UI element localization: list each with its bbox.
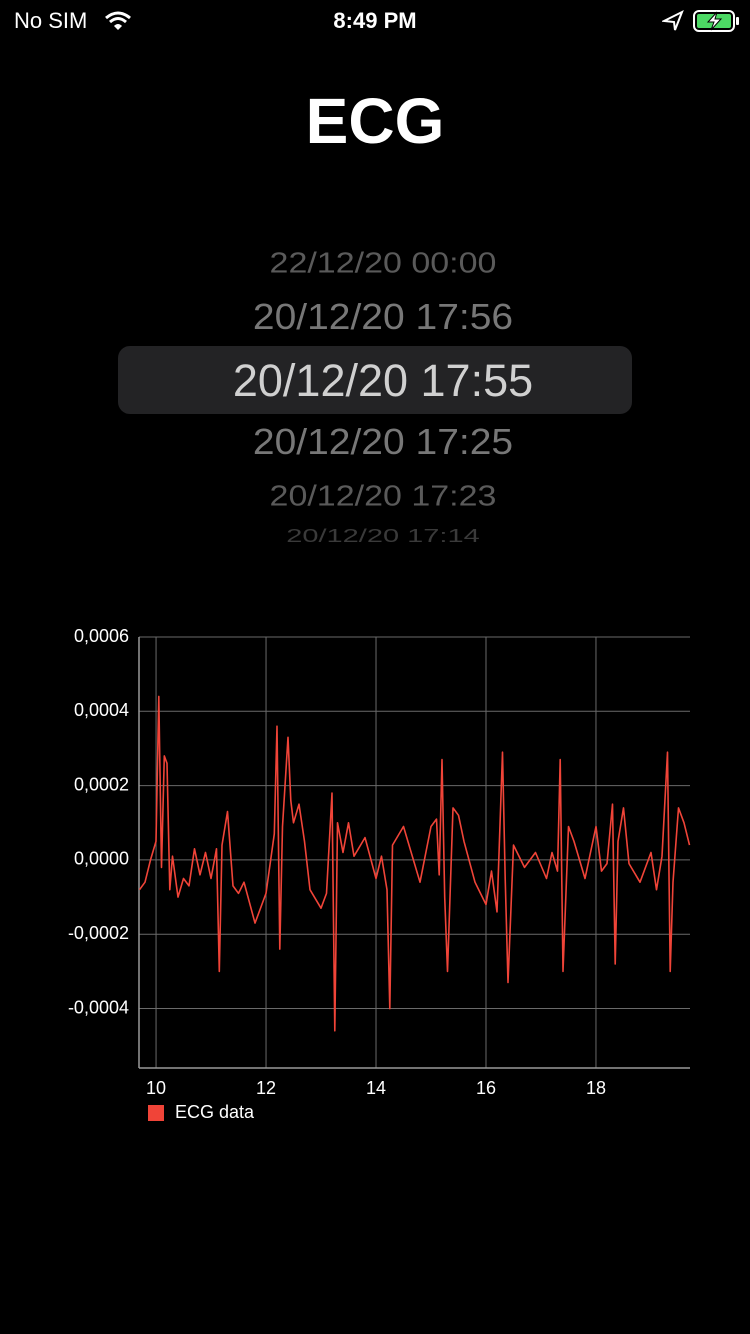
legend-swatch — [148, 1105, 164, 1121]
page-title: ECG — [305, 85, 445, 157]
status-icons — [662, 9, 739, 32]
picker-selection — [118, 346, 632, 414]
y-tick-label: 0,0004 — [74, 700, 129, 720]
x-tick-label: 10 — [146, 1078, 166, 1098]
x-tick-label: 18 — [586, 1078, 606, 1098]
picker-item[interactable]: 22/12/20 00:00 — [269, 246, 497, 280]
y-tick-label: 0,0000 — [74, 849, 129, 869]
y-tick-label: 0,0002 — [74, 774, 129, 794]
x-tick-label: 16 — [476, 1078, 496, 1098]
y-tick-label: 0,0006 — [74, 626, 129, 646]
picker-item[interactable]: 20/12/20 17:23 — [269, 479, 497, 513]
legend-label: ECG data — [175, 1102, 255, 1122]
x-tick-label: 14 — [366, 1078, 386, 1098]
picker-item[interactable]: 20/12/20 17:55 — [232, 355, 534, 406]
wifi-icon — [105, 11, 131, 30]
carrier: No SIM — [14, 8, 88, 33]
picker-item[interactable]: 20/12/20 17:25 — [252, 422, 514, 463]
y-tick-label: -0,0002 — [68, 923, 129, 943]
clock: 8:49 PM — [333, 8, 417, 33]
x-tick-label: 12 — [256, 1078, 276, 1098]
y-tick-label: -0,0004 — [68, 997, 129, 1017]
picker-item[interactable]: 20/12/20 17:14 — [286, 525, 480, 547]
ecg-line — [138, 695, 691, 1032]
picker-item[interactable]: 20/12/20 17:56 — [252, 297, 514, 338]
status-bar: No SIM 8:49 PM — [0, 0, 750, 40]
